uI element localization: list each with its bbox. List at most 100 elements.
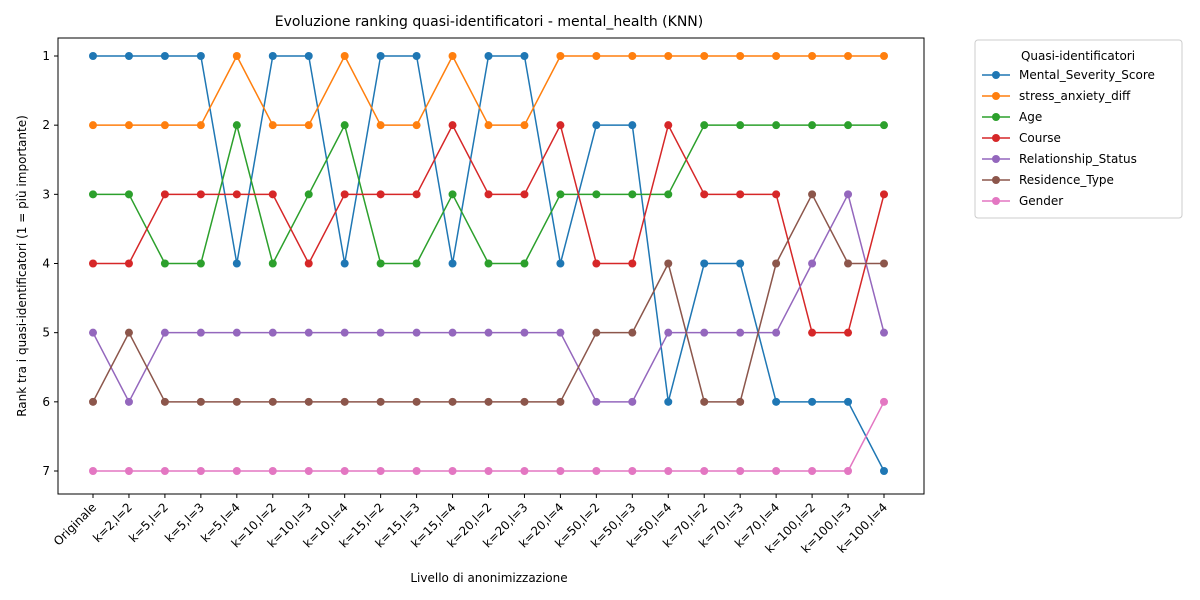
data-point [520,52,529,60]
legend-entry: stress_anxiety_diff [982,89,1131,103]
data-point [844,190,853,199]
data-point [484,397,493,406]
data-point [340,259,349,268]
y-tick-label: 7 [42,464,50,478]
data-point [412,328,421,337]
chart-title: Evoluzione ranking quasi-identificatori … [275,14,703,30]
x-axis-label: Livello di anonimizzazione [410,571,567,585]
data-point [376,467,385,475]
data-point [664,467,673,475]
data-point [376,397,385,406]
data-point [340,121,349,130]
data-point [664,397,673,406]
data-point [376,259,385,268]
data-point [556,328,565,337]
data-point [520,121,529,130]
data-point [304,259,313,268]
data-point [412,52,421,60]
legend-entry: Mental_Severity_Score [982,68,1155,82]
data-point [880,190,888,199]
data-point [412,121,421,130]
data-point [808,52,817,60]
legend-label: Relationship_Status [1019,152,1137,166]
data-point [736,397,745,406]
data-point [592,467,601,475]
data-point [664,121,673,130]
data-point [340,52,349,60]
data-point [484,259,493,268]
data-point [556,467,565,475]
series-layer [89,52,888,475]
data-point [664,328,673,337]
series-Course [89,121,888,337]
legend-entry: Residence_Type [982,173,1114,187]
y-tick-label: 6 [42,395,50,409]
legend-label: Age [1019,110,1042,124]
data-point [520,397,529,406]
data-point [124,467,133,475]
series-Relationship_Status [89,190,888,406]
data-point [448,121,457,130]
y-tick-label: 2 [42,118,50,132]
data-point [268,190,277,199]
data-point [844,52,853,60]
data-point [628,52,637,60]
data-point [844,328,853,337]
data-point [268,467,277,475]
data-point [556,259,565,268]
data-point [772,52,781,60]
data-point [89,397,97,406]
data-point [844,259,853,268]
data-point [268,121,277,130]
y-tick-label: 3 [42,187,50,201]
legend-entry: Gender [982,194,1063,208]
data-point [736,121,745,130]
legend-label: Gender [1019,194,1063,208]
y-axis-ticks: 1 2 3 4 5 6 7 [42,49,58,478]
legend-title: Quasi-identificatori [1021,49,1135,63]
data-point [844,121,853,130]
data-point [556,190,565,199]
data-point [808,397,817,406]
data-point [520,328,529,337]
legend-label: Residence_Type [1019,173,1114,187]
data-point [268,328,277,337]
data-point [196,467,205,475]
data-point [376,328,385,337]
data-point [124,52,133,60]
data-point [592,52,601,60]
legend-frame [974,39,1183,219]
y-axis-label: Rank tra i quasi-identificatori (1 = più… [15,115,29,417]
legend-label: stress_anxiety_diff [1019,89,1131,103]
data-point [700,397,709,406]
data-point [304,121,313,130]
data-point [376,121,385,130]
legend-entry: Course [982,131,1061,145]
data-point [304,328,313,337]
data-point [808,328,817,337]
data-point [89,121,97,130]
data-point [232,467,241,475]
legend-marker [992,113,1000,121]
data-point [700,190,709,199]
legend: Quasi-identificatori Mental_Severity_Sco… [974,39,1183,219]
data-point [124,328,133,337]
legend-marker [992,197,1000,205]
data-point [628,397,637,406]
data-point [664,52,673,60]
data-point [124,259,133,268]
data-point [592,259,601,268]
data-point [196,190,205,199]
data-point [520,467,529,475]
data-point [808,190,817,199]
data-point [772,467,781,475]
data-point [160,397,169,406]
legend-entry: Relationship_Status [982,152,1137,166]
data-point [89,259,97,268]
data-point [89,328,97,337]
data-point [736,52,745,60]
data-point [592,397,601,406]
data-point [124,397,133,406]
series-Gender [89,397,888,475]
